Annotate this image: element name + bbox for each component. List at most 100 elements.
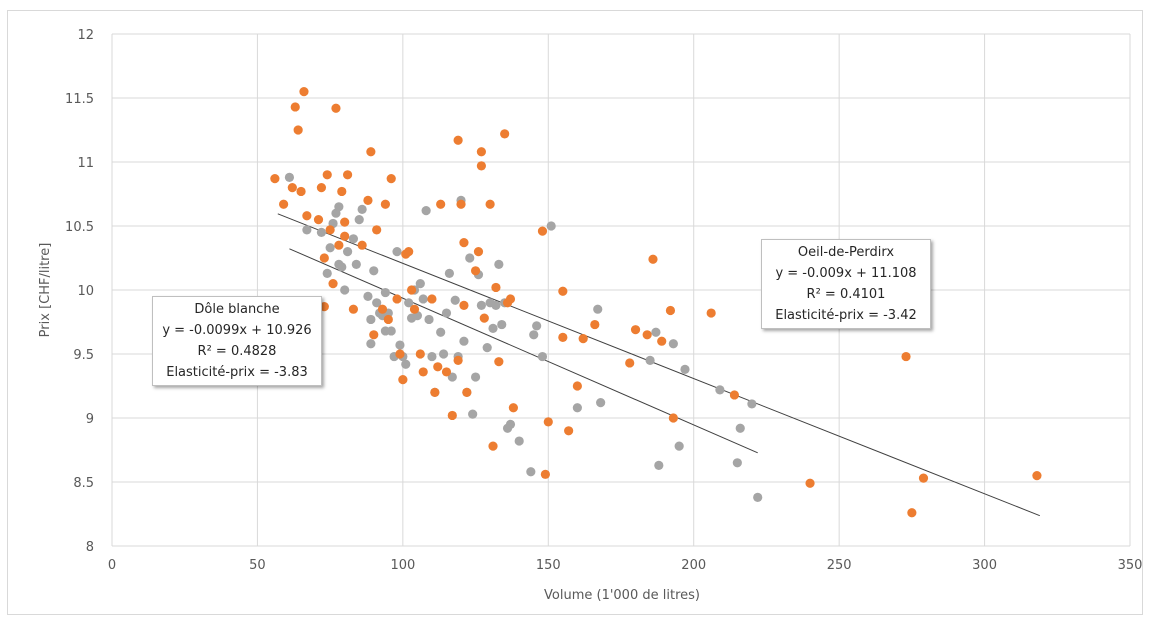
point-oeil xyxy=(500,129,510,139)
point-dole xyxy=(715,385,725,395)
point-oeil xyxy=(290,102,300,112)
point-oeil xyxy=(372,225,382,235)
point-oeil xyxy=(485,199,495,209)
y-tick-label: 9.5 xyxy=(73,348,94,363)
point-oeil xyxy=(459,238,469,248)
point-dole xyxy=(459,336,469,346)
point-oeil xyxy=(313,215,324,225)
point-oeil xyxy=(415,349,425,359)
point-oeil xyxy=(564,426,574,436)
point-oeil xyxy=(293,125,303,135)
callout-oeil-equation: y = -0.009x + 11.108 xyxy=(775,266,917,281)
y-tick-label: 8.5 xyxy=(73,476,94,491)
point-oeil xyxy=(476,147,486,157)
trendline-0 xyxy=(277,213,1041,517)
point-oeil xyxy=(270,174,280,184)
point-dole xyxy=(753,492,763,502)
point-oeil xyxy=(630,325,641,335)
point-oeil xyxy=(334,240,344,250)
point-oeil xyxy=(398,375,408,385)
point-dole xyxy=(465,253,475,263)
point-oeil xyxy=(386,174,396,184)
chart-frame xyxy=(7,10,1143,615)
y-tick-label: 9 xyxy=(86,412,94,427)
point-oeil xyxy=(357,240,367,250)
point-dole xyxy=(421,206,431,216)
point-dole xyxy=(651,327,661,337)
point-oeil xyxy=(302,211,312,221)
point-dole xyxy=(441,308,452,318)
point-oeil xyxy=(363,195,373,205)
point-dole xyxy=(482,343,492,353)
point-dole xyxy=(546,221,556,231)
x-tick-label: 150 xyxy=(536,558,561,573)
callout-oeil-de-perdirx: Oeil-de-Perdirx y = -0.009x + 11.108 R² … xyxy=(761,239,931,329)
x-tick-label: 350 xyxy=(1118,558,1143,573)
x-tick-label: 300 xyxy=(972,558,997,573)
point-oeil xyxy=(340,231,350,241)
point-dole xyxy=(342,247,353,257)
point-dole xyxy=(415,279,425,289)
point-dole xyxy=(395,340,405,350)
point-oeil xyxy=(805,478,815,488)
tick-labels: 0 50 100 150 200 250 300 350 8 8.5 9 9.5 10 10.5 11 11.… xyxy=(65,28,1142,573)
point-oeil xyxy=(342,170,353,180)
point-dole xyxy=(372,298,382,308)
callout-dole-elasticity: Elasticité-prix = -3.83 xyxy=(166,365,308,380)
point-oeil xyxy=(380,199,391,209)
point-oeil xyxy=(540,469,550,479)
x-tick-label: 250 xyxy=(827,558,852,573)
point-oeil xyxy=(322,170,332,180)
point-oeil xyxy=(578,334,588,344)
point-oeil xyxy=(316,183,327,193)
point-dole xyxy=(497,319,507,330)
point-oeil xyxy=(470,266,481,276)
point-dole xyxy=(418,294,428,304)
point-dole xyxy=(680,364,690,374)
point-dole xyxy=(537,351,548,362)
point-dole xyxy=(351,259,361,269)
point-oeil xyxy=(491,282,501,293)
point-dole xyxy=(668,339,678,349)
point-dole xyxy=(284,172,295,182)
y-tick-label: 10.5 xyxy=(65,220,94,235)
point-dole xyxy=(444,268,454,278)
point-dole xyxy=(596,398,606,408)
y-tick-label: 11.5 xyxy=(65,92,94,107)
callout-oeil-r2: R² = 0.4101 xyxy=(806,287,886,302)
point-dole xyxy=(348,234,359,244)
point-dole xyxy=(401,359,411,369)
point-dole xyxy=(735,423,745,433)
x-tick-label: 100 xyxy=(390,558,415,573)
point-dole xyxy=(424,314,434,325)
point-oeil xyxy=(418,367,428,377)
point-dole xyxy=(340,285,350,295)
point-oeil xyxy=(1032,471,1042,481)
point-oeil xyxy=(299,87,309,97)
point-dole xyxy=(357,204,367,214)
data-points xyxy=(270,87,1042,518)
point-dole xyxy=(529,330,539,340)
point-oeil xyxy=(369,330,379,340)
callout-dole-equation: y = -0.0099x + 10.926 xyxy=(162,323,312,338)
point-dole xyxy=(476,300,486,310)
point-dole xyxy=(732,458,742,468)
point-oeil xyxy=(331,103,341,113)
point-dole xyxy=(645,355,655,365)
point-oeil xyxy=(537,226,548,236)
callout-dole-r2: R² = 0.4828 xyxy=(197,344,277,359)
point-oeil xyxy=(668,413,678,423)
point-oeil xyxy=(459,300,469,310)
point-oeil xyxy=(328,279,338,289)
point-dole xyxy=(392,247,402,257)
y-tick-label: 10 xyxy=(77,284,94,299)
point-dole xyxy=(334,202,344,212)
point-oeil xyxy=(729,390,740,400)
point-oeil xyxy=(453,135,463,145)
point-dole xyxy=(322,268,332,278)
point-dole xyxy=(494,259,504,269)
point-oeil xyxy=(648,254,658,264)
point-oeil xyxy=(427,294,437,304)
x-tick-label: 50 xyxy=(249,558,266,573)
point-dole xyxy=(436,327,446,337)
